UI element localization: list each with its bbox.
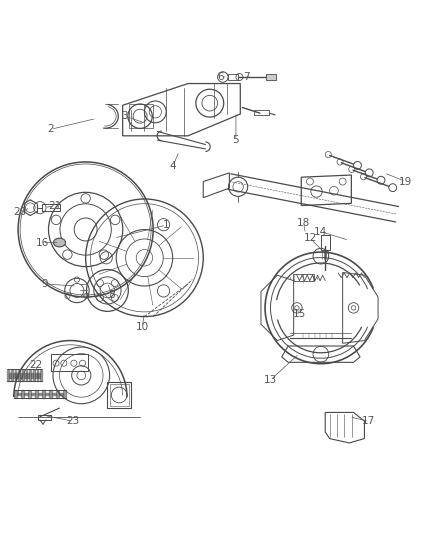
Text: 2: 2 <box>48 124 54 134</box>
Text: 14: 14 <box>314 227 327 237</box>
Bar <box>254 110 270 115</box>
Bar <box>321 235 330 250</box>
Bar <box>292 274 314 281</box>
Text: 20: 20 <box>14 207 27 217</box>
Text: 4: 4 <box>170 161 176 171</box>
Text: 22: 22 <box>29 360 42 369</box>
Text: 21: 21 <box>49 200 62 211</box>
Bar <box>51 353 88 371</box>
Text: 16: 16 <box>35 238 49 247</box>
Text: 13: 13 <box>264 375 277 385</box>
Text: 3: 3 <box>121 111 128 121</box>
Text: 12: 12 <box>303 233 316 243</box>
Text: 5: 5 <box>232 135 239 145</box>
Text: 9: 9 <box>41 279 48 289</box>
Text: 1: 1 <box>163 220 170 230</box>
Text: 7: 7 <box>243 72 250 82</box>
Text: 6: 6 <box>217 72 224 82</box>
Bar <box>108 382 132 408</box>
Text: 17: 17 <box>362 416 375 426</box>
Text: 10: 10 <box>136 322 149 333</box>
Text: 18: 18 <box>297 218 310 228</box>
Ellipse shape <box>53 238 66 247</box>
Bar <box>42 204 60 211</box>
Bar <box>110 384 129 406</box>
Text: 15: 15 <box>292 310 306 319</box>
Text: 23: 23 <box>66 416 79 426</box>
Text: 8: 8 <box>108 290 115 300</box>
Text: 19: 19 <box>399 176 413 187</box>
Bar <box>267 74 276 80</box>
Bar <box>228 75 238 79</box>
Bar <box>129 104 153 128</box>
